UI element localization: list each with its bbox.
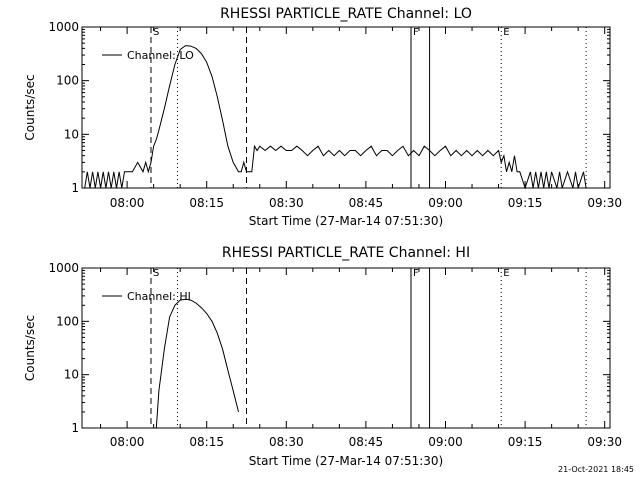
x-axis-label: Start Time (27-Mar-14 07:51:30) [249, 214, 443, 228]
y-tick-label: 1000 [48, 261, 79, 275]
y-tick-label: 100 [56, 314, 79, 328]
y-axis-label: Counts/sec [23, 315, 37, 381]
y-tick-label: 1 [71, 181, 79, 195]
y-tick-label: 10 [64, 127, 79, 141]
x-tick-label: 08:15 [189, 196, 224, 210]
marker-label-s: S [153, 268, 159, 279]
marker-label-e: E [503, 268, 509, 279]
y-axis-label: Counts/sec [23, 74, 37, 140]
x-tick-label: 08:00 [110, 196, 145, 210]
x-tick-label: 08:15 [189, 435, 224, 449]
x-tick-label: 09:15 [508, 196, 543, 210]
chart-title: RHESSI PARTICLE_RATE Channel: HI [222, 245, 470, 261]
chart-title: RHESSI PARTICLE_RATE Channel: LO [220, 6, 472, 22]
y-tick-label: 1000 [48, 20, 79, 34]
y-tick-label: 1 [71, 421, 79, 435]
x-tick-label: 09:15 [508, 435, 543, 449]
y-tick-label: 10 [64, 368, 79, 382]
x-tick-label: 08:00 [110, 435, 145, 449]
plot-frame [81, 26, 611, 189]
marker-label-f: F [413, 268, 419, 279]
chart-panel-2: RHESSI PARTICLE_RATE Channel: HI 1 10 100 10… [23, 245, 622, 468]
x-tick-label: 08:30 [269, 435, 304, 449]
footer-timestamp: 21-Oct-2021 18:45 [558, 465, 634, 474]
x-tick-label: 09:30 [587, 196, 622, 210]
x-tick-label: 09:00 [428, 196, 463, 210]
x-tick-label: 08:45 [349, 435, 384, 449]
marker-label-s: S [153, 27, 159, 38]
x-tick-label: 09:00 [428, 435, 463, 449]
marker-label-e: E [503, 27, 509, 38]
series-line [155, 298, 239, 429]
x-tick-label: 08:45 [349, 196, 384, 210]
series-line [84, 45, 587, 190]
x-tick-label: 09:30 [587, 435, 622, 449]
chart-panel-1: RHESSI PARTICLE_RATE Channel: LO 1 10 100 10… [23, 6, 622, 228]
x-axis-label: Start Time (27-Mar-14 07:51:30) [249, 454, 443, 468]
legend-entry: Channel: LO [127, 49, 194, 62]
marker-label-f: F [413, 27, 419, 38]
x-tick-label: 08:30 [269, 196, 304, 210]
y-tick-label: 100 [56, 74, 79, 88]
plot-frame [81, 267, 611, 429]
legend-entry: Channel: HI [127, 290, 191, 303]
